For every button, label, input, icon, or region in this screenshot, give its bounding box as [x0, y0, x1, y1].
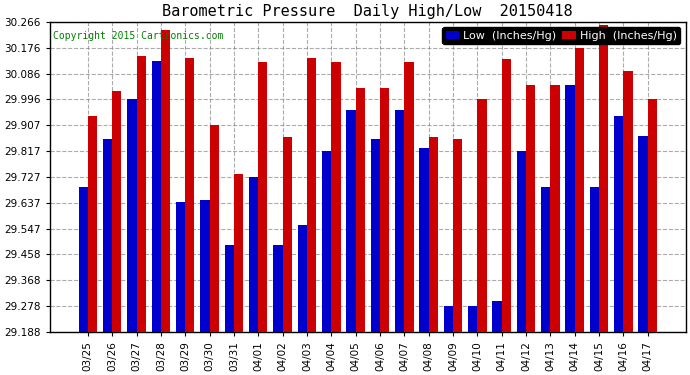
Bar: [453, 140, 462, 332]
Bar: [161, 30, 170, 332]
Bar: [283, 136, 292, 332]
Bar: [551, 85, 560, 332]
Bar: [648, 99, 657, 332]
Bar: [258, 62, 268, 332]
Legend: Low  (Inches/Hg), High  (Inches/Hg): Low (Inches/Hg), High (Inches/Hg): [442, 27, 680, 44]
Bar: [623, 70, 633, 332]
Bar: [79, 187, 88, 332]
Bar: [444, 306, 453, 332]
Bar: [526, 85, 535, 332]
Bar: [249, 177, 258, 332]
Title: Barometric Pressure  Daily High/Low  20150418: Barometric Pressure Daily High/Low 20150…: [162, 4, 573, 19]
Bar: [137, 56, 146, 332]
Bar: [395, 110, 404, 332]
Bar: [614, 116, 623, 332]
Bar: [380, 88, 389, 332]
Bar: [590, 188, 599, 332]
Bar: [112, 91, 121, 332]
Bar: [297, 225, 307, 332]
Bar: [200, 200, 210, 332]
Bar: [638, 136, 648, 332]
Bar: [322, 151, 331, 332]
Bar: [152, 61, 161, 332]
Bar: [355, 88, 365, 332]
Bar: [468, 306, 477, 332]
Bar: [103, 140, 112, 332]
Bar: [404, 62, 413, 332]
Bar: [273, 245, 283, 332]
Bar: [517, 151, 526, 332]
Text: Copyright 2015 Cartronics.com: Copyright 2015 Cartronics.com: [53, 31, 224, 41]
Bar: [493, 301, 502, 332]
Bar: [575, 48, 584, 332]
Bar: [420, 148, 428, 332]
Bar: [210, 125, 219, 332]
Bar: [176, 202, 185, 332]
Bar: [225, 245, 234, 332]
Bar: [127, 99, 137, 332]
Bar: [502, 59, 511, 332]
Bar: [307, 58, 316, 332]
Bar: [331, 62, 340, 332]
Bar: [88, 116, 97, 332]
Bar: [346, 110, 355, 332]
Bar: [477, 99, 486, 332]
Bar: [565, 85, 575, 332]
Bar: [185, 58, 195, 332]
Bar: [428, 136, 438, 332]
Bar: [541, 188, 551, 332]
Bar: [234, 174, 243, 332]
Bar: [599, 25, 609, 332]
Bar: [371, 140, 380, 332]
